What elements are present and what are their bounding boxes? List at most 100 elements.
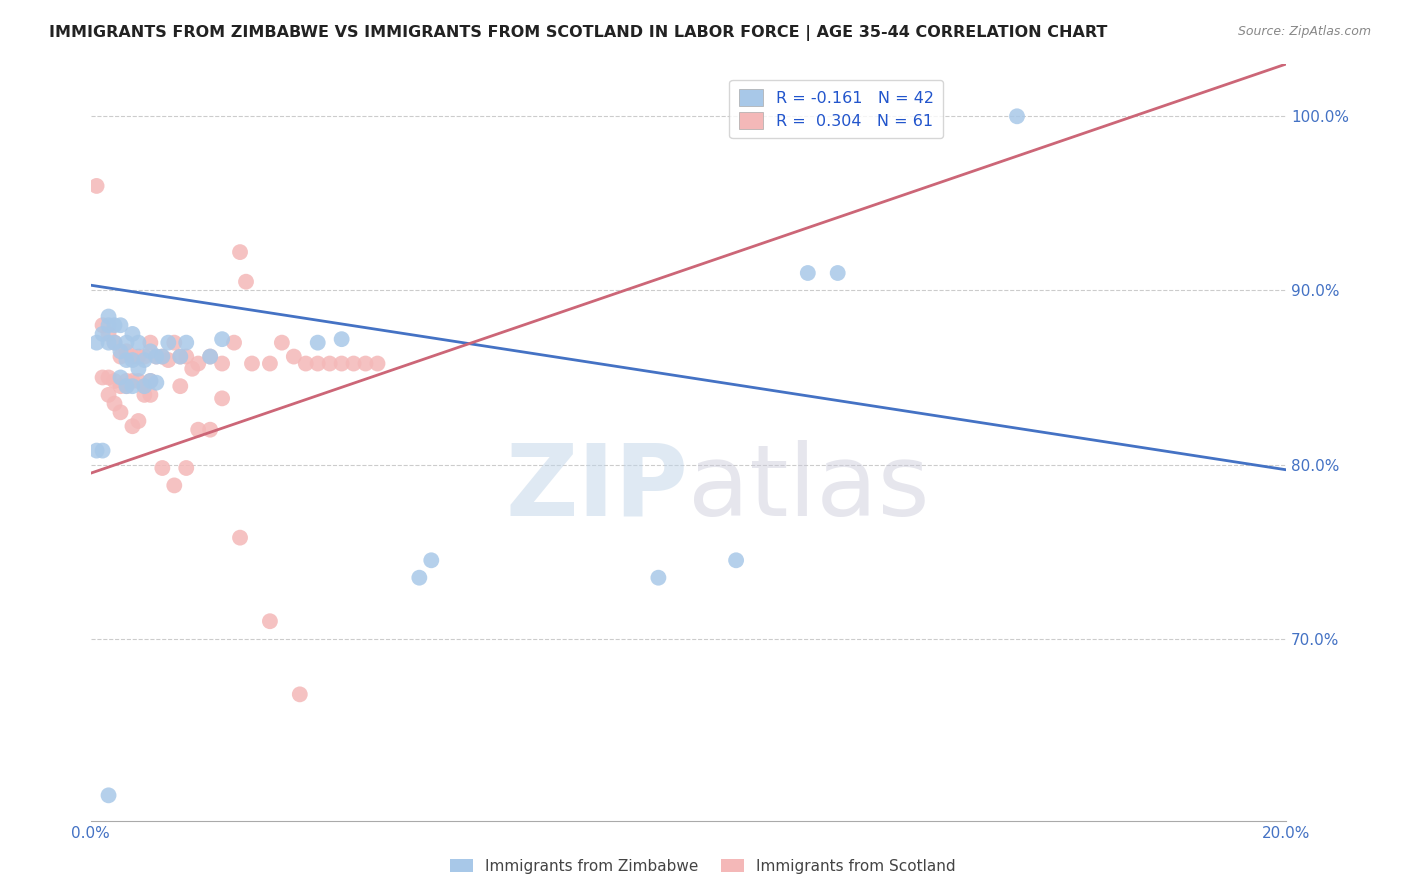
Point (157, 335, 180, 350)
Point (294, 357, 316, 371)
Point (139, 374, 162, 388)
Point (240, 357, 263, 371)
Point (169, 379, 191, 393)
Point (330, 332, 353, 346)
Point (318, 357, 340, 371)
Point (97, 326, 120, 341)
Point (181, 361, 204, 376)
Point (211, 357, 233, 371)
Point (157, 353, 180, 368)
Point (259, 614, 281, 628)
Point (145, 350, 167, 364)
Point (134, 388, 156, 402)
Point (725, 553, 748, 567)
Point (115, 379, 138, 393)
Point (115, 344, 138, 359)
Point (103, 374, 125, 388)
Point (139, 335, 162, 350)
Point (134, 379, 156, 393)
Point (127, 335, 149, 350)
Point (97, 335, 120, 350)
Point (97, 789, 120, 803)
Point (1005, 109, 1028, 123)
Point (115, 335, 138, 350)
Point (110, 379, 132, 393)
Point (86, 178, 108, 193)
Point (134, 350, 156, 364)
Point (121, 326, 143, 341)
Point (134, 379, 156, 393)
Point (91, 443, 114, 458)
Point (121, 353, 143, 368)
Point (121, 379, 143, 393)
Text: atlas: atlas (689, 440, 929, 537)
Point (150, 461, 173, 475)
Point (222, 335, 245, 350)
Point (121, 350, 143, 364)
Point (86, 443, 108, 458)
Point (139, 374, 162, 388)
Point (97, 310, 120, 324)
Point (420, 553, 443, 567)
Point (827, 266, 849, 280)
Point (127, 414, 149, 428)
Point (139, 388, 162, 402)
Point (198, 350, 221, 364)
Point (174, 350, 197, 364)
Point (139, 344, 162, 359)
Point (115, 353, 138, 368)
Text: Source: ZipAtlas.com: Source: ZipAtlas.com (1237, 25, 1371, 38)
Point (110, 344, 132, 359)
Text: ZIP: ZIP (505, 440, 689, 537)
Point (91, 370, 114, 384)
Point (235, 275, 257, 289)
Point (163, 335, 186, 350)
Point (174, 335, 197, 350)
Point (91, 326, 114, 341)
Point (86, 335, 108, 350)
Point (187, 357, 209, 371)
Point (145, 350, 167, 364)
Point (163, 478, 186, 492)
Point (169, 350, 191, 364)
Point (110, 405, 132, 419)
Point (211, 332, 233, 346)
Point (110, 370, 132, 384)
Point (110, 350, 132, 364)
Point (647, 571, 669, 585)
Point (288, 687, 311, 701)
Legend: Immigrants from Zimbabwe, Immigrants from Scotland: Immigrants from Zimbabwe, Immigrants fro… (444, 853, 962, 880)
Point (366, 357, 388, 371)
Point (174, 461, 197, 475)
Point (115, 379, 138, 393)
Point (307, 335, 329, 350)
Point (121, 419, 143, 434)
Point (330, 357, 353, 371)
Point (134, 353, 156, 368)
Point (198, 350, 221, 364)
Point (103, 318, 125, 333)
Point (408, 571, 430, 585)
Point (187, 423, 209, 437)
Point (127, 374, 149, 388)
Point (150, 350, 173, 364)
Point (797, 266, 820, 280)
Point (103, 335, 125, 350)
Point (342, 357, 364, 371)
Text: IMMIGRANTS FROM ZIMBABWE VS IMMIGRANTS FROM SCOTLAND IN LABOR FORCE | AGE 35-44 : IMMIGRANTS FROM ZIMBABWE VS IMMIGRANTS F… (49, 25, 1108, 41)
Point (97, 388, 120, 402)
Point (103, 396, 125, 410)
Point (229, 531, 252, 545)
Point (127, 350, 149, 364)
Point (198, 423, 221, 437)
Point (211, 392, 233, 406)
Point (103, 335, 125, 350)
Point (91, 318, 114, 333)
Point (97, 370, 120, 384)
Point (97, 318, 120, 333)
Point (110, 318, 132, 333)
Point (150, 350, 173, 364)
Point (169, 350, 191, 364)
Point (354, 357, 377, 371)
Point (270, 335, 292, 350)
